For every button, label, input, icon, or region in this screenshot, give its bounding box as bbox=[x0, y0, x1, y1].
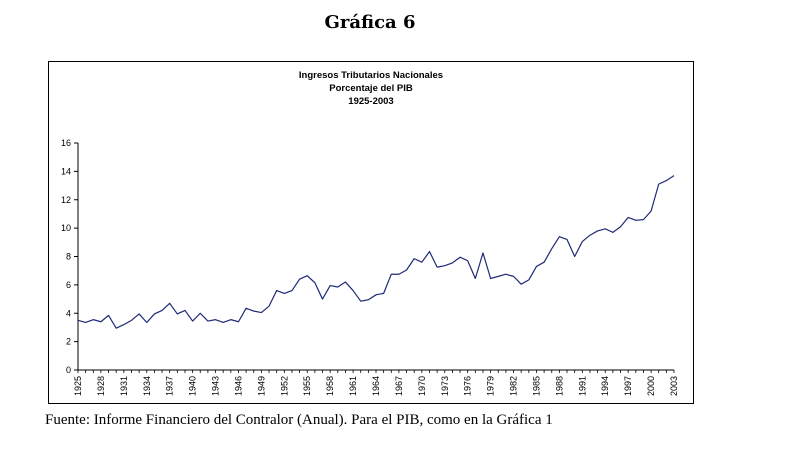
x-tick-label-1946: 1946 bbox=[233, 376, 243, 396]
y-tick-label-14: 14 bbox=[61, 166, 71, 176]
figure-heading: Gráfica 6 bbox=[324, 12, 416, 33]
line-chart: 0 2 4 6 8 10 12 14 16 1925 1928 1931 1934 1937 1940 194… bbox=[61, 138, 679, 396]
y-tick-label-10: 10 bbox=[61, 223, 71, 233]
x-tick-label-1943: 1943 bbox=[211, 376, 221, 396]
x-tick-label-1949: 1949 bbox=[256, 376, 266, 396]
x-tick-label-1925: 1925 bbox=[73, 376, 83, 396]
y-tick-label-6: 6 bbox=[66, 280, 71, 290]
x-tick-label-1973: 1973 bbox=[440, 376, 450, 396]
x-tick-label-1970: 1970 bbox=[417, 376, 427, 396]
x-tick-label-1976: 1976 bbox=[463, 376, 473, 396]
x-tick-label-1952: 1952 bbox=[279, 376, 289, 396]
x-tick-label-1985: 1985 bbox=[531, 376, 541, 396]
x-tick-label-2003: 2003 bbox=[669, 376, 679, 396]
y-tick-label-0: 0 bbox=[66, 365, 71, 375]
x-tick-label-1934: 1934 bbox=[142, 376, 152, 396]
x-tick-label-1982: 1982 bbox=[509, 376, 519, 396]
x-tick-label-1979: 1979 bbox=[486, 376, 496, 396]
x-tick-label-1958: 1958 bbox=[325, 376, 335, 396]
x-tick-label-1955: 1955 bbox=[302, 376, 312, 396]
chart-frame: Ingresos Tributarios Nacionales Porcenta… bbox=[48, 61, 694, 404]
y-tick-label-4: 4 bbox=[66, 308, 71, 318]
x-tick-label-1991: 1991 bbox=[577, 376, 587, 396]
x-tick-label-1937: 1937 bbox=[165, 376, 175, 396]
y-tick-label-16: 16 bbox=[61, 138, 71, 148]
y-tick-label-8: 8 bbox=[66, 252, 71, 262]
x-tick-label-1994: 1994 bbox=[600, 376, 610, 396]
chart-title: Ingresos Tributarios Nacionales bbox=[298, 70, 444, 81]
chart-subtitle: Porcentaje del PIB bbox=[329, 83, 413, 94]
x-tick-label-1928: 1928 bbox=[96, 376, 106, 396]
source-note: Fuente: Informe Financiero del Contralor… bbox=[45, 412, 553, 428]
y-tick-label-2: 2 bbox=[66, 337, 71, 347]
x-tick-label-1988: 1988 bbox=[554, 376, 564, 396]
chart-period: 1925-2003 bbox=[348, 96, 394, 107]
x-tick-label-1961: 1961 bbox=[348, 376, 358, 396]
x-tick-label-2000: 2000 bbox=[646, 376, 656, 396]
x-tick-label-1964: 1964 bbox=[371, 376, 381, 396]
series-line-0 bbox=[77, 175, 675, 329]
x-tick-label-1931: 1931 bbox=[119, 376, 129, 396]
chart-title-block: Ingresos Tributarios Nacionales Porcenta… bbox=[49, 69, 693, 108]
x-tick-label-1940: 1940 bbox=[188, 376, 198, 396]
x-tick-label-1997: 1997 bbox=[623, 376, 633, 396]
x-tick-label-1967: 1967 bbox=[394, 376, 404, 396]
y-tick-label-12: 12 bbox=[61, 195, 71, 205]
